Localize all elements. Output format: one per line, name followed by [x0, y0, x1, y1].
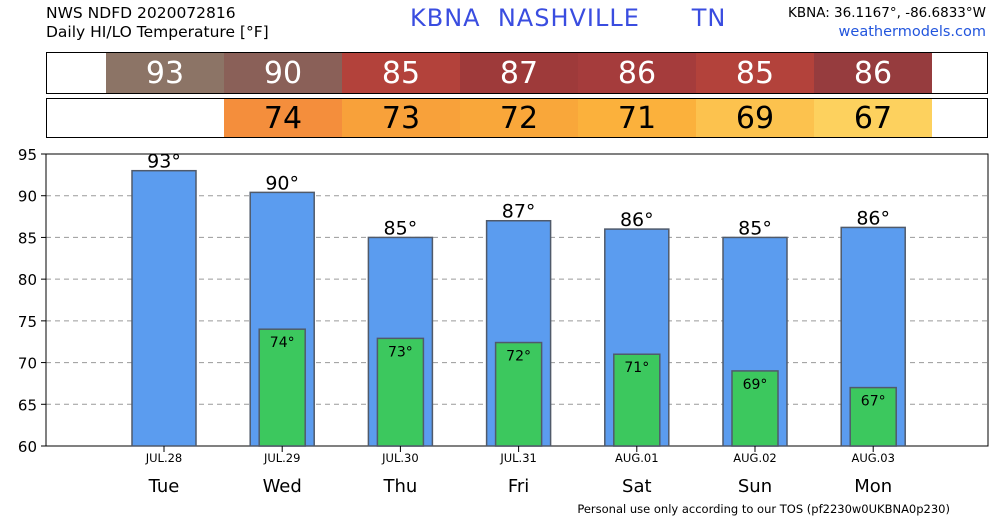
day-label: Sat: [622, 476, 652, 497]
hi-strip-cell: 90: [224, 53, 342, 93]
day-label: Thu: [382, 476, 417, 497]
lo-bar: [376, 337, 425, 447]
state-code: TN: [691, 4, 727, 32]
product-label: Daily HI/LO Temperature [°F]: [46, 23, 269, 41]
lo-bar-label: 71°: [624, 360, 649, 376]
date-label: JUL.29: [263, 451, 301, 465]
y-tick-label: 80: [18, 271, 37, 289]
lo-bar-label: 73°: [388, 344, 413, 360]
lo-temperature-strip: 74 73 72 71 69 67: [46, 98, 988, 138]
lo-strip-cell: 73: [342, 99, 460, 137]
lo-bar-label: 74°: [270, 335, 295, 351]
hi-bar-label: 85°: [384, 217, 418, 239]
date-label: JUL.31: [499, 451, 537, 465]
day-label: Mon: [854, 476, 892, 497]
date-label: AUG.01: [615, 451, 658, 465]
hi-strip-cell: 86: [578, 53, 696, 93]
y-tick-label: 65: [18, 396, 37, 414]
city-name: NASHVILLE: [497, 4, 640, 32]
date-label: JUL.28: [145, 451, 183, 465]
station-code: KBNA: [410, 4, 481, 32]
lo-strip-cell: 69: [696, 99, 814, 137]
hi-bar-label: 90°: [265, 172, 299, 194]
hi-strip-cell: 86: [814, 53, 932, 93]
lo-bar: [849, 386, 897, 447]
y-tick-label: 60: [18, 438, 37, 456]
lo-strip-cell: [932, 99, 987, 137]
lo-bar-label: 72°: [506, 349, 531, 365]
footer-note: Personal use only according to our TOS (…: [577, 502, 950, 516]
hi-bar-label: 93°: [147, 151, 181, 173]
day-label: Sun: [738, 476, 772, 497]
hi-bar-label: 86°: [620, 209, 654, 231]
hi-strip-cell: 85: [696, 53, 814, 93]
date-label: AUG.02: [733, 451, 776, 465]
day-label: Fri: [508, 476, 529, 497]
hi-strip-cell: [47, 53, 106, 93]
lo-strip-cell: [47, 99, 106, 137]
y-tick-label: 70: [18, 355, 37, 373]
hi-strip-cell: 87: [460, 53, 578, 93]
y-tick-label: 95: [18, 146, 37, 164]
y-tick-label: 85: [18, 229, 37, 247]
hi-bar-label: 86°: [856, 207, 890, 229]
lo-strip-cell: [106, 99, 224, 137]
y-tick-label: 90: [18, 188, 37, 206]
header-right: KBNA: 36.1167°, -86.6833°W weathermodels…: [788, 4, 986, 42]
hi-strip-cell: 85: [342, 53, 460, 93]
lo-strip-cell: 72: [460, 99, 578, 137]
coordinates: KBNA: 36.1167°, -86.6833°W: [787, 5, 986, 21]
hi-bar: [131, 169, 197, 447]
y-tick-label: 75: [18, 313, 37, 331]
hi-strip-cell: [932, 53, 987, 93]
date-label: JUL.30: [381, 451, 419, 465]
hi-strip-cell: 93: [106, 53, 224, 93]
hi-bar-label: 85°: [738, 217, 772, 239]
lo-bar: [731, 370, 779, 447]
day-label: Tue: [148, 476, 180, 497]
hi-bar-label: 87°: [502, 201, 536, 223]
day-label: Wed: [263, 476, 302, 497]
model-run-label: NWS NDFD 2020072816: [46, 4, 236, 22]
lo-bar-label: 69°: [743, 377, 768, 393]
lo-strip-cell: 74: [224, 99, 342, 137]
lo-strip-cell: 71: [578, 99, 696, 137]
date-label: AUG.03: [851, 451, 894, 465]
hi-temperature-strip: 93 90 85 87 86 85 86: [46, 52, 988, 94]
lo-bar-label: 67°: [861, 394, 886, 410]
header-left: NWS NDFD 2020072816 Daily HI/LO Temperat…: [46, 4, 269, 42]
location-title: KBNA NASHVILLE TN: [410, 4, 726, 32]
lo-strip-cell: 67: [814, 99, 932, 137]
site-link[interactable]: weathermodels.com: [838, 24, 986, 40]
